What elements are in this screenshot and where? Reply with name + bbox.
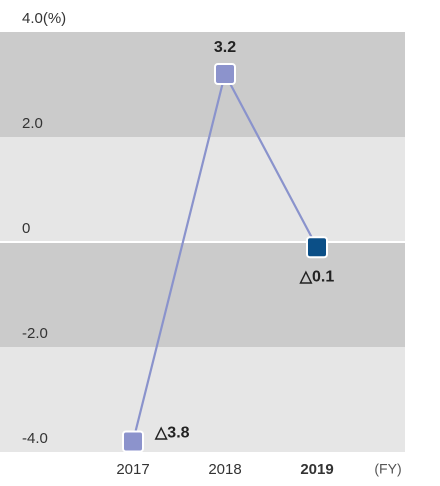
x-tick-label: 2019 [300, 461, 333, 478]
band [0, 32, 405, 137]
value-label: 3.2 [214, 39, 236, 56]
y-tick-label: -4.0 [22, 430, 48, 447]
marker [214, 63, 236, 85]
x-tick-label: 2017 [116, 461, 149, 478]
bands [0, 32, 405, 452]
band [0, 242, 405, 347]
y-tick-label: 0 [22, 220, 30, 237]
y-tick-label: -2.0 [22, 325, 48, 342]
value-label: △3.8 [154, 425, 190, 442]
band [0, 137, 405, 242]
marker [306, 236, 328, 259]
x-tick-label: 2018 [208, 461, 241, 478]
x-axis-label: (FY) [374, 461, 401, 477]
band [0, 347, 405, 452]
marker [122, 430, 144, 453]
y-tick-label: 2.0 [22, 115, 43, 132]
value-label: △0.1 [299, 268, 335, 285]
y-tick-label: 4.0(%) [22, 10, 66, 27]
ticks: -4.0 -2.0 0 2.0 4.0(%) [0, 10, 405, 447]
